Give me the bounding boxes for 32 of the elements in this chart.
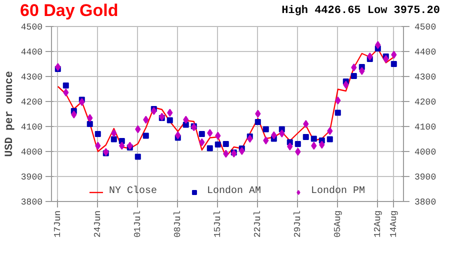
legend-label: London AM xyxy=(206,186,262,197)
x-tick-label: 12Aug xyxy=(372,210,383,238)
text: High 4426.65 Low 3975.20 xyxy=(282,5,440,17)
y2-tick-label: 4300 xyxy=(414,72,436,82)
y-tick-label: 3900 xyxy=(20,172,43,182)
legend-label: London PM xyxy=(311,186,366,197)
y-tick-label: 4500 xyxy=(20,22,43,32)
y2-tick-label: 3800 xyxy=(414,198,436,208)
x-tick-label: 17Jun xyxy=(52,210,63,238)
y-tick-label: 4100 xyxy=(20,122,43,132)
y2-tick-label: 4400 xyxy=(414,48,436,58)
y-tick-label: 4300 xyxy=(20,72,43,82)
y2-tick-label: 4200 xyxy=(414,98,436,108)
x-tick-label: 15Jul xyxy=(212,210,223,238)
y-tick-label: 4400 xyxy=(20,48,43,58)
x-tick-label: 01Jul xyxy=(132,210,143,238)
y-axis-title: USD per ounce xyxy=(4,70,16,157)
y-tick-label: 4000 xyxy=(20,148,43,158)
x-tick-label: 05Aug xyxy=(332,210,343,238)
y2-tick-label: 4000 xyxy=(414,148,436,158)
y-tick-label: 4200 xyxy=(20,98,43,108)
y-tick-label: 3800 xyxy=(20,198,43,208)
y2-tick-label: 4500 xyxy=(414,22,436,32)
chart-title: 60 Day Gold xyxy=(20,1,118,21)
legend-label: NY Close xyxy=(108,186,157,197)
x-tick-label: 14Aug xyxy=(388,210,399,238)
x-tick-label: 29Jul xyxy=(292,210,303,238)
x-tick-label: 24Jun xyxy=(92,210,103,238)
x-tick-label: 22Jul xyxy=(252,210,263,238)
y2-tick-label: 3900 xyxy=(414,172,436,182)
x-tick-label: 08Jul xyxy=(172,210,183,238)
y2-tick-label: 4100 xyxy=(414,122,436,132)
